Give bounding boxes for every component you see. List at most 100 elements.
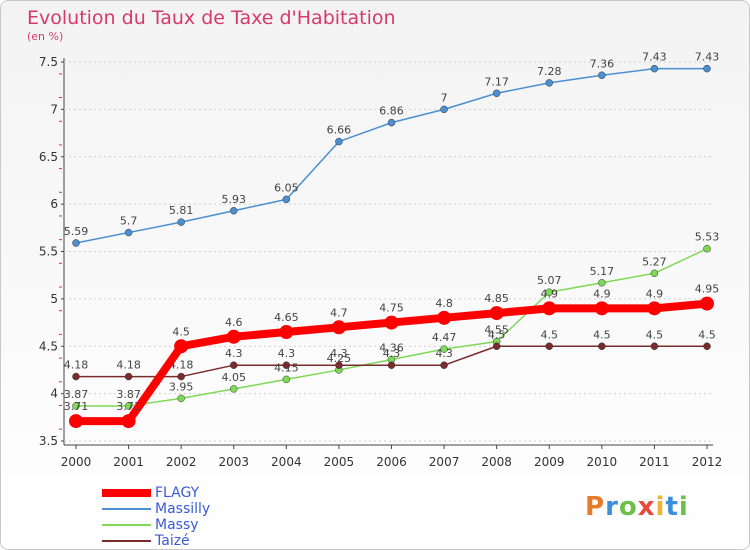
x-tick-label: 2011 (639, 455, 670, 469)
data-point (650, 269, 659, 278)
data-point (177, 394, 185, 403)
data-label: 4.18 (116, 359, 141, 372)
data-label: 4.85 (484, 292, 509, 305)
data-point (177, 372, 185, 381)
x-tick-label: 2005 (324, 455, 355, 469)
x-tick-label: 2007 (429, 455, 460, 469)
y-tick-label: 3.5 (39, 434, 58, 448)
data-point (282, 361, 291, 369)
data-label: 4.75 (379, 302, 404, 315)
x-tick-label: 2001 (113, 455, 144, 469)
data-point (545, 342, 553, 350)
data-point (492, 89, 501, 98)
data-label: 3.87 (64, 388, 89, 401)
data-label: 4.5 (172, 325, 190, 338)
data-label: 7.28 (537, 65, 562, 78)
legend-label: Taizé (155, 533, 190, 549)
data-label: 4.5 (541, 328, 559, 341)
legend-label: FLAGY (155, 485, 200, 501)
data-point (384, 315, 399, 330)
data-label: 7.43 (695, 51, 720, 64)
data-label: 4.5 (646, 328, 664, 341)
x-tick-label: 2010 (587, 455, 618, 469)
data-point (72, 372, 80, 381)
data-label: 3.95 (169, 380, 194, 393)
data-label: 4.8 (435, 297, 453, 310)
data-label: 4.95 (695, 283, 720, 296)
data-point (598, 342, 606, 350)
data-point (598, 279, 606, 287)
data-point (437, 310, 452, 325)
data-label: 4.6 (225, 316, 243, 329)
data-label: 4.25 (327, 352, 352, 365)
x-tick-label: 2000 (61, 455, 92, 469)
data-point (387, 118, 396, 127)
data-label: 5.53 (695, 231, 720, 244)
data-point (440, 345, 448, 353)
x-tick-label: 2002 (166, 455, 197, 469)
data-label: 7.43 (642, 51, 667, 64)
y-tick-label: 4 (50, 387, 58, 401)
data-point (279, 325, 294, 340)
data-label: 4.36 (379, 342, 404, 355)
data-label: 7.17 (484, 75, 509, 88)
data-label: 6.05 (274, 181, 299, 194)
data-label: 7 (441, 91, 448, 104)
x-tick-label: 2004 (271, 455, 302, 469)
data-point (598, 71, 606, 80)
data-point (703, 64, 711, 73)
data-label: 5.59 (64, 225, 89, 238)
data-label: 6.86 (379, 105, 404, 118)
legend-label: Massilly (155, 501, 211, 517)
data-point (282, 375, 291, 384)
x-tick-label: 2009 (534, 455, 565, 469)
x-tick-label: 2012 (692, 455, 723, 469)
x-tick-label: 2006 (376, 455, 407, 469)
data-point (331, 320, 346, 335)
y-tick-label: 5.5 (39, 245, 58, 259)
data-label: 4.3 (383, 347, 401, 360)
data-label: 5.27 (642, 255, 667, 268)
data-point (72, 239, 80, 247)
data-point (226, 329, 241, 344)
data-label: 4.55 (484, 324, 509, 337)
x-tick-label: 2003 (218, 455, 249, 469)
data-label: 4.9 (541, 287, 559, 300)
data-label: 6.66 (327, 124, 352, 137)
y-tick-label: 6.5 (39, 150, 58, 164)
data-label: 5.17 (590, 265, 615, 278)
data-label: 4.47 (432, 331, 457, 344)
data-label: 4.05 (222, 371, 247, 384)
data-point (545, 79, 553, 87)
data-label: 7.36 (590, 57, 615, 70)
data-point (594, 301, 609, 316)
data-point (650, 342, 659, 350)
data-point (335, 361, 343, 369)
data-point (489, 306, 504, 321)
data-point (703, 244, 711, 253)
data-point (121, 414, 136, 429)
y-tick-label: 6 (50, 197, 58, 211)
data-point (647, 301, 662, 316)
legend-label: Massy (155, 517, 199, 533)
data-label: 4.5 (488, 328, 506, 341)
data-point (545, 288, 553, 296)
data-point (72, 402, 80, 410)
data-label: 4.9 (646, 287, 664, 300)
data-label: 4.5 (593, 328, 611, 341)
data-label: 3.71 (116, 400, 141, 413)
data-point (387, 361, 396, 369)
data-label: 4.65 (274, 311, 299, 324)
data-point (230, 361, 238, 369)
data-point (700, 296, 714, 311)
data-point (335, 137, 343, 146)
data-point (124, 228, 133, 237)
chart-subtitle: (en %) (27, 30, 64, 43)
data-point (440, 361, 448, 369)
data-point (703, 342, 711, 350)
data-point (69, 414, 83, 429)
data-point (177, 218, 185, 226)
data-label: 4.5 (698, 328, 716, 341)
x-tick-label: 2008 (481, 455, 512, 469)
